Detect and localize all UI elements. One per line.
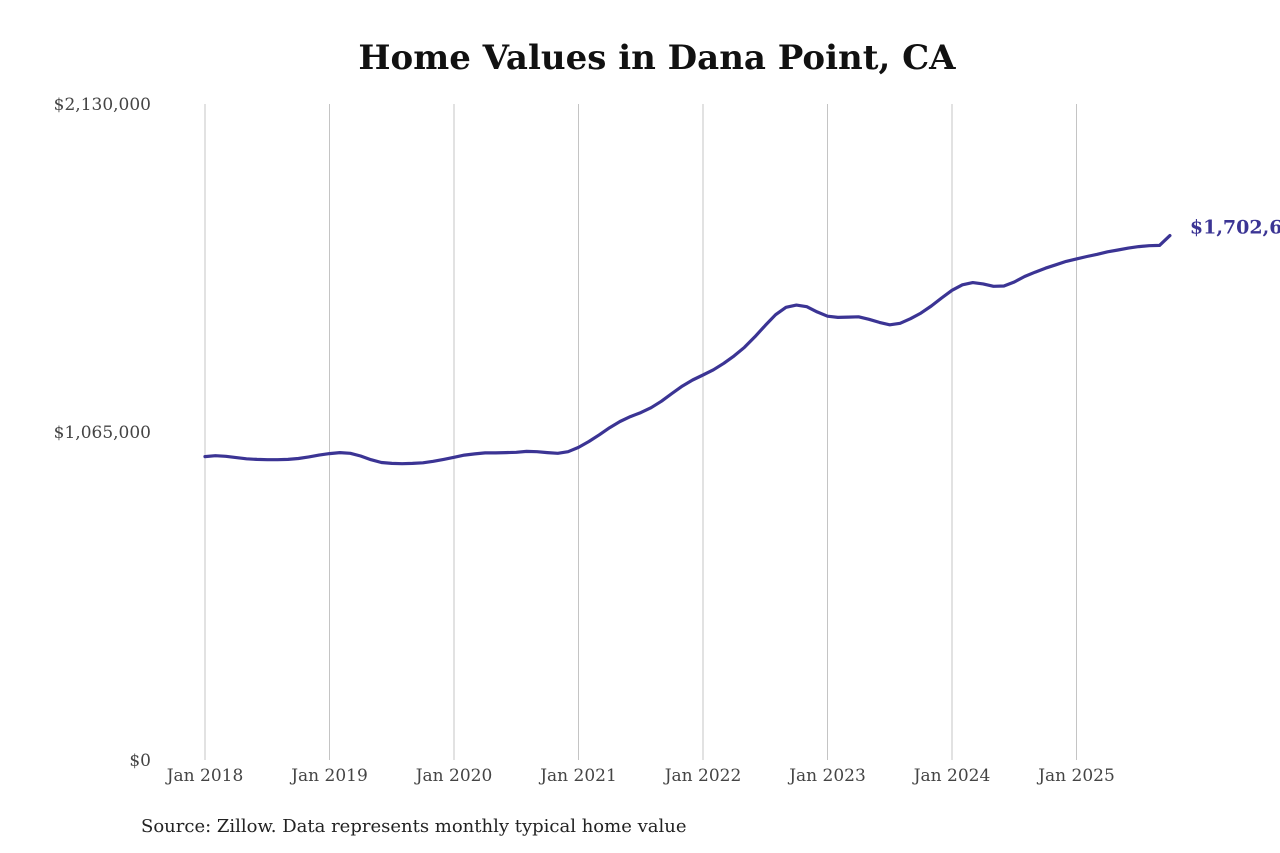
last-value-label: $1,702,666	[1190, 217, 1280, 239]
x-tick-label: Jan 2022	[663, 766, 742, 786]
x-tick-label: Jan 2021	[538, 766, 617, 786]
x-tick-label: Jan 2019	[289, 766, 368, 786]
x-tick-label: Jan 2023	[787, 766, 866, 786]
x-tick-label: Jan 2018	[165, 766, 244, 786]
y-tick-label: $0	[129, 751, 151, 771]
source-note: Source: Zillow. Data represents monthly …	[141, 816, 687, 837]
y-tick-label: $1,065,000	[54, 423, 151, 443]
chart-title: Home Values in Dana Point, CA	[358, 38, 956, 78]
y-tick-label: $2,130,000	[54, 95, 151, 115]
series-line	[203, 234, 1172, 466]
x-tick-label: Jan 2020	[414, 766, 493, 786]
x-tick-label: Jan 2025	[1036, 766, 1115, 786]
x-tick-label: Jan 2024	[912, 766, 991, 786]
